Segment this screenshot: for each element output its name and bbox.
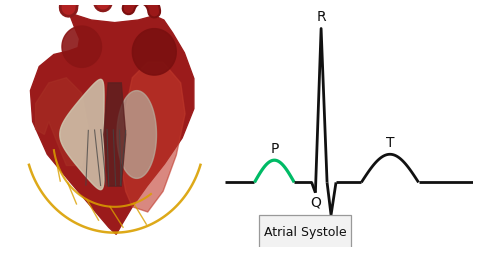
Text: R: R bbox=[316, 10, 326, 24]
Polygon shape bbox=[35, 78, 88, 165]
Polygon shape bbox=[119, 62, 185, 212]
Text: S: S bbox=[326, 220, 336, 233]
Text: Atrial Systole: Atrial Systole bbox=[264, 226, 347, 239]
FancyBboxPatch shape bbox=[260, 215, 351, 249]
Text: T: T bbox=[386, 136, 394, 150]
Polygon shape bbox=[62, 26, 101, 67]
Polygon shape bbox=[104, 83, 126, 186]
Text: Q: Q bbox=[310, 196, 321, 210]
Polygon shape bbox=[60, 79, 104, 190]
Text: P: P bbox=[270, 142, 279, 156]
Polygon shape bbox=[31, 15, 194, 234]
Polygon shape bbox=[117, 91, 156, 178]
Polygon shape bbox=[132, 29, 176, 75]
